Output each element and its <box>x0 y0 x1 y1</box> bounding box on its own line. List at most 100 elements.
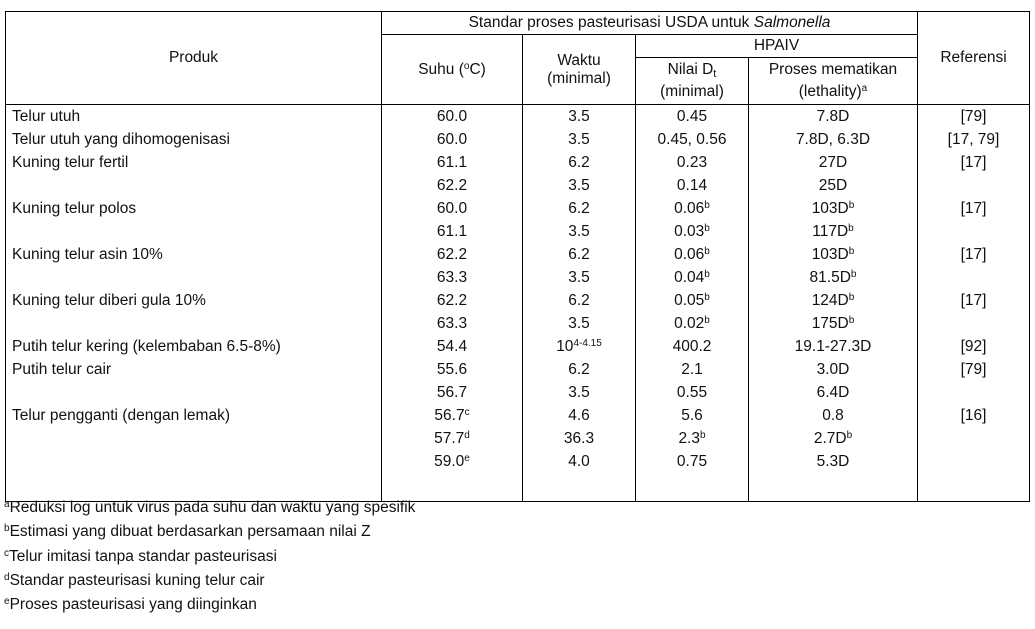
cell-produk: Telur utuh yang dihomogenisasi <box>5 128 382 151</box>
cell-nilai-dt: 5.6 <box>635 404 749 427</box>
header-referensi: Referensi <box>917 11 1030 105</box>
cell-produk: Kuning telur diberi gula 10% <box>5 289 382 312</box>
cell-referensi: [16] <box>917 404 1030 427</box>
cell-nilai-dt: 2.3b <box>635 427 749 450</box>
cell-nilai-dt: 0.03b <box>635 220 749 243</box>
table-header: Produk Standar proses pasteurisasi USDA … <box>5 11 1030 105</box>
cell-proses-mematikan: 175Db <box>748 312 918 335</box>
cell-produk: Kuning telur fertil <box>5 151 382 174</box>
cell-proses-mematikan: 0.8 <box>748 404 918 427</box>
header-group-title: Standar proses pasteurisasi USDA untuk S… <box>381 11 918 35</box>
cell-waktu: 6.2 <box>522 243 636 266</box>
cell-referensi: [79] <box>917 104 1030 128</box>
cell-proses-mematikan: 3.0D <box>748 358 918 381</box>
cell-waktu: 6.2 <box>522 197 636 220</box>
cell-suhu: 55.6 <box>381 358 523 381</box>
cell-referensi <box>917 174 1030 197</box>
header-proses-mematikan: Proses mematikan (lethality)a <box>748 57 918 105</box>
cell-waktu: 3.5 <box>522 128 636 151</box>
cell-referensi: [17, 79] <box>917 128 1030 151</box>
table-row: 63.3 3.5 0.02b 175Db <box>5 312 1030 335</box>
cell-suhu: 62.2 <box>381 174 523 197</box>
cell-waktu: 36.3 <box>522 427 636 450</box>
cell-nilai-dt: 0.05b <box>635 289 749 312</box>
cell-suhu: 56.7c <box>381 404 523 427</box>
table-row: Telur utuh yang dihomogenisasi 60.0 3.5 0.4… <box>5 128 1030 151</box>
table-row: 61.1 3.5 0.03b 117Db <box>5 220 1030 243</box>
cell-nilai-dt: 2.1 <box>635 358 749 381</box>
cell-produk <box>5 450 382 473</box>
table-row: Telur utuh 60.0 3.5 0.45 7.8D [79] <box>5 104 1030 128</box>
cell-waktu: 104-4.15 <box>522 335 636 358</box>
cell-nilai-dt: 0.06b <box>635 243 749 266</box>
cell-suhu: 62.2 <box>381 243 523 266</box>
table-row: 59.0e 4.0 0.75 5.3D <box>5 450 1030 473</box>
cell-referensi <box>917 381 1030 404</box>
organism-name: Salmonella <box>753 14 831 31</box>
cell-suhu: 63.3 <box>381 312 523 335</box>
footnote: eProses pasteurisasi yang diinginkan <box>4 596 257 614</box>
pasteurization-table: Produk Standar proses pasteurisasi USDA … <box>5 11 1030 502</box>
cell-suhu: 59.0e <box>381 450 523 473</box>
cell-suhu: 60.0 <box>381 104 523 128</box>
cell-produk: Kuning telur asin 10% <box>5 243 382 266</box>
cell-waktu: 3.5 <box>522 104 636 128</box>
header-nilai-dt: Nilai Dt (minimal) <box>635 57 749 105</box>
cell-waktu: 6.2 <box>522 358 636 381</box>
cell-suhu: 60.0 <box>381 197 523 220</box>
cell-waktu: 3.5 <box>522 381 636 404</box>
cell-suhu: 63.3 <box>381 266 523 289</box>
table-row: 57.7d 36.3 2.3b 2.7Db <box>5 427 1030 450</box>
cell-proses-mematikan: 117Db <box>748 220 918 243</box>
cell-suhu: 57.7d <box>381 427 523 450</box>
cell-suhu: 56.7 <box>381 381 523 404</box>
cell-proses-mematikan: 19.1-27.3D <box>748 335 918 358</box>
cell-nilai-dt: 0.06b <box>635 197 749 220</box>
cell-produk: Putih telur cair <box>5 358 382 381</box>
header-hpaiv: HPAIV <box>635 34 918 58</box>
table-row: Kuning telur asin 10% 62.2 6.2 0.06b 103Db [1… <box>5 243 1030 266</box>
cell-waktu: 3.5 <box>522 174 636 197</box>
header-suhu: Suhu (oC) <box>381 34 523 105</box>
cell-produk <box>5 427 382 450</box>
table-row: Putih telur kering (kelembaban 6.5-8%) 54… <box>5 335 1030 358</box>
cell-referensi <box>917 266 1030 289</box>
cell-produk <box>5 312 382 335</box>
cell-suhu: 61.1 <box>381 220 523 243</box>
footnotes: aReduksi log untuk virus pada suhu dan w… <box>4 496 415 617</box>
cell-referensi: [17] <box>917 289 1030 312</box>
cell-proses-mematikan: 5.3D <box>748 450 918 473</box>
cell-produk: Kuning telur polos <box>5 197 382 220</box>
cell-produk: Telur pengganti (dengan lemak) <box>5 404 382 427</box>
header-waktu: Waktu (minimal) <box>522 34 636 105</box>
cell-produk <box>5 174 382 197</box>
table-row: Telur pengganti (dengan lemak) 56.7c 4.6 5.… <box>5 404 1030 427</box>
cell-suhu: 54.4 <box>381 335 523 358</box>
cell-waktu: 6.2 <box>522 289 636 312</box>
cell-waktu: 4.6 <box>522 404 636 427</box>
cell-referensi: [79] <box>917 358 1030 381</box>
cell-nilai-dt: 0.14 <box>635 174 749 197</box>
table-row: 63.3 3.5 0.04b 81.5Db <box>5 266 1030 289</box>
cell-referensi <box>917 220 1030 243</box>
cell-produk <box>5 266 382 289</box>
footnote: cTelur imitasi tanpa standar pasteurisas… <box>4 547 277 565</box>
table-row: 56.7 3.5 0.55 6.4D <box>5 381 1030 404</box>
cell-produk <box>5 220 382 243</box>
footnote: bEstimasi yang dibuat berdasarkan persam… <box>4 523 371 541</box>
cell-referensi: [17] <box>917 243 1030 266</box>
cell-nilai-dt: 0.75 <box>635 450 749 473</box>
cell-waktu: 4.0 <box>522 450 636 473</box>
cell-referensi: [17] <box>917 197 1030 220</box>
table-bottom-spacer <box>5 473 1030 502</box>
table-row: 62.2 3.5 0.14 25D <box>5 174 1030 197</box>
cell-referensi <box>917 312 1030 335</box>
cell-produk <box>5 381 382 404</box>
cell-suhu: 62.2 <box>381 289 523 312</box>
header-produk: Produk <box>5 11 382 105</box>
cell-nilai-dt: 0.04b <box>635 266 749 289</box>
cell-proses-mematikan: 6.4D <box>748 381 918 404</box>
cell-proses-mematikan: 103Db <box>748 243 918 266</box>
cell-nilai-dt: 400.2 <box>635 335 749 358</box>
cell-proses-mematikan: 124Db <box>748 289 918 312</box>
